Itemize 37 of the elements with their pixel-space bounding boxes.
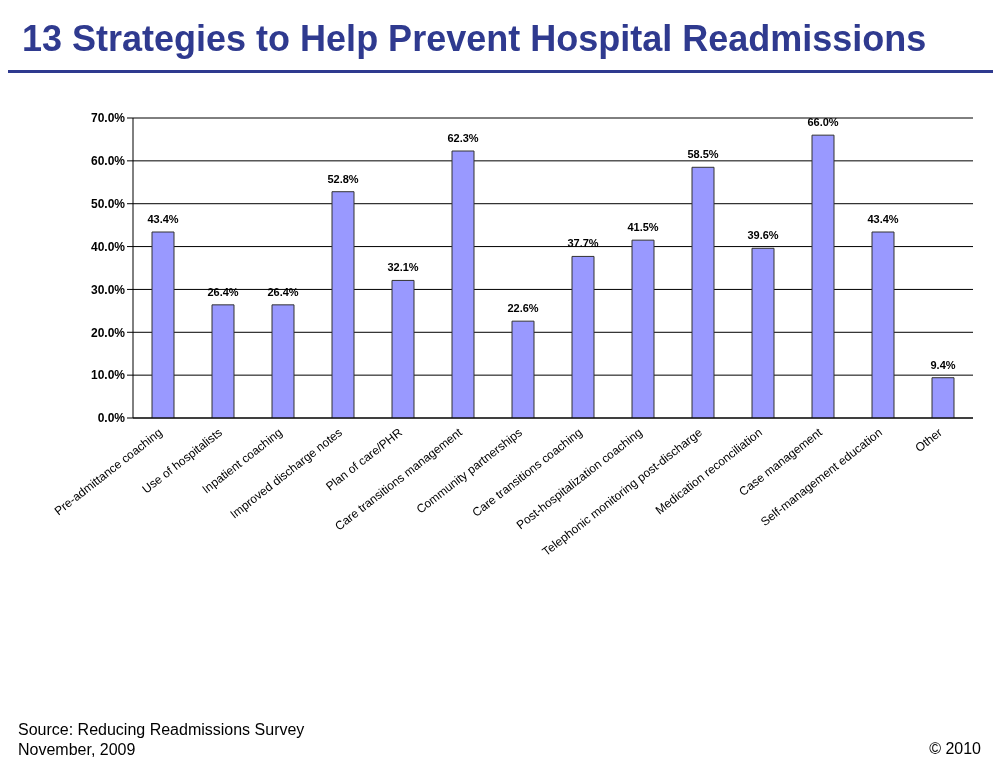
bar [691,166,715,418]
text: November, 2009 [18,740,137,760]
bar [931,377,955,418]
bar [571,255,595,418]
bar [271,304,295,418]
data-label: 39.6% [747,229,779,242]
data-label: 43.4% [867,213,899,225]
y-tick-label: 40.0% [90,239,126,254]
bar [151,231,175,418]
data-label: 58.5% [687,148,719,161]
data-label: 41.5% [627,221,659,234]
data-label: 62.3% [447,132,479,144]
bar [391,279,415,418]
y-tick-label: 50.0% [90,196,126,211]
bar [331,191,355,418]
source-note: Source: Reducing Readmissions Survey [18,720,305,740]
data-label: 22.6% [507,302,539,315]
data-label: 52.8% [327,172,359,185]
data-label: 43.4% [147,213,179,225]
bar [511,320,535,418]
data-label: 32.1% [387,261,419,274]
y-tick-label: 0.0% [97,411,126,426]
y-tick-label: 70.0% [90,111,126,126]
data-label: 9.4% [930,358,956,371]
bar [811,134,835,418]
data-label: 66.0% [807,116,839,129]
bar [211,304,235,418]
bar [631,239,655,418]
y-tick-label: 10.0% [90,368,126,383]
text: © 2010 [929,740,981,758]
y-tick-label: 30.0% [90,282,126,297]
y-tick-label: 20.0% [90,325,126,340]
bar [451,150,475,418]
bar [871,231,895,418]
y-tick-label: 60.0% [90,154,126,169]
bar [751,247,775,418]
chart-title: 13 Strategies to Help Prevent Hospital Readmissions [22,18,927,60]
